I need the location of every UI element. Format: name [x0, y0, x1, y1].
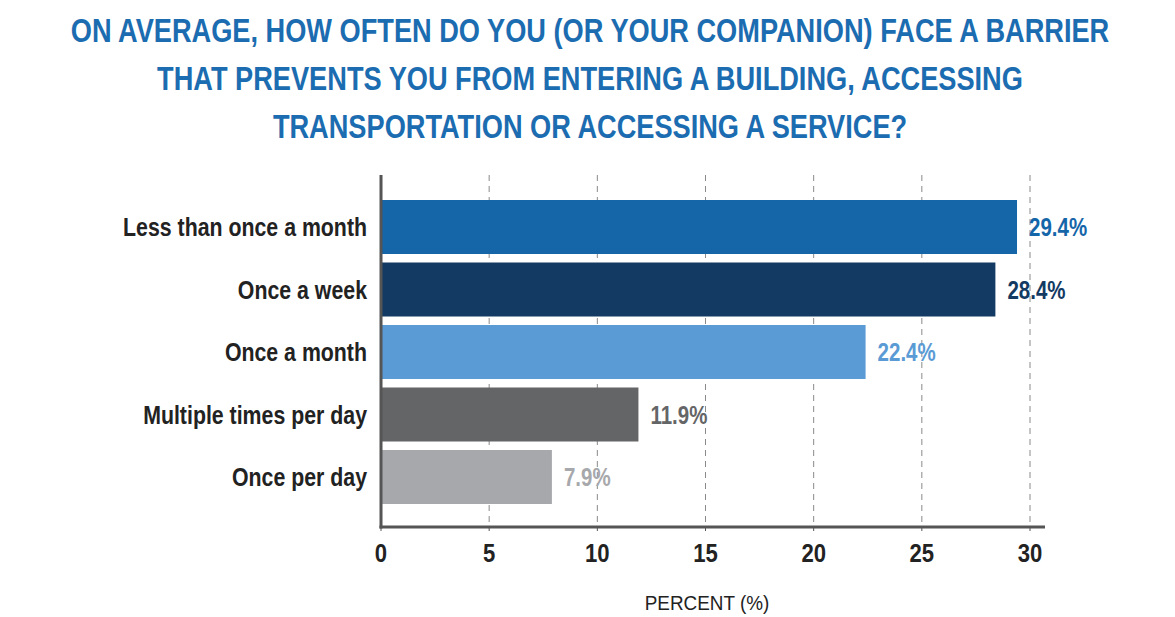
x-axis-line [380, 526, 1046, 529]
bars [381, 200, 1017, 504]
tick-label: 30 [1018, 538, 1043, 567]
tick-mark [597, 527, 598, 531]
tick-mark [813, 527, 814, 531]
tick-label: 0 [375, 538, 387, 567]
bar [381, 450, 552, 504]
tick-mark [921, 527, 922, 531]
tick-mark [1030, 527, 1031, 531]
data-label: 22.4% [878, 338, 936, 366]
data-label: 28.4% [1007, 276, 1065, 304]
title-line: TRANSPORTATION OR ACCESSING A SERVICE? [273, 107, 907, 146]
bar [381, 263, 995, 317]
bar [381, 325, 866, 379]
tick-mark [489, 527, 490, 531]
tick-label: 20 [801, 538, 826, 567]
tick-label: 15 [693, 538, 718, 567]
x-ticks: 0 5 10 15 20 25 30 [375, 527, 1042, 567]
category-label: Once per day [232, 462, 368, 492]
x-axis-label: PERCENT (%) [645, 591, 770, 614]
data-label: 11.9% [650, 401, 707, 429]
category-label: Once a month [225, 337, 367, 367]
category-label: Once a week [238, 274, 368, 304]
bar [381, 388, 638, 442]
tick-label: 25 [910, 538, 935, 567]
title-line: ON AVERAGE, HOW OFTEN DO YOU (OR YOUR CO… [71, 11, 1109, 50]
title: ON AVERAGE, HOW OFTEN DO YOU (OR YOUR CO… [71, 11, 1109, 146]
tick-mark [705, 527, 706, 531]
category-label: Multiple times per day [143, 399, 368, 429]
labels: Less than once a month 29.4% Once a week 28… [123, 212, 1087, 492]
y-axis-line [380, 175, 383, 529]
data-label: 29.4% [1029, 213, 1087, 241]
chart: ON AVERAGE, HOW OFTEN DO YOU (OR YOUR CO… [0, 0, 1175, 617]
bar [381, 200, 1017, 254]
data-label: 7.9% [564, 463, 611, 491]
tick-mark [381, 527, 382, 531]
tick-label: 5 [483, 538, 495, 567]
category-label: Less than once a month [123, 212, 367, 242]
title-line: THAT PREVENTS YOU FROM ENTERING A BUILDI… [157, 59, 1023, 98]
tick-label: 10 [585, 538, 610, 567]
